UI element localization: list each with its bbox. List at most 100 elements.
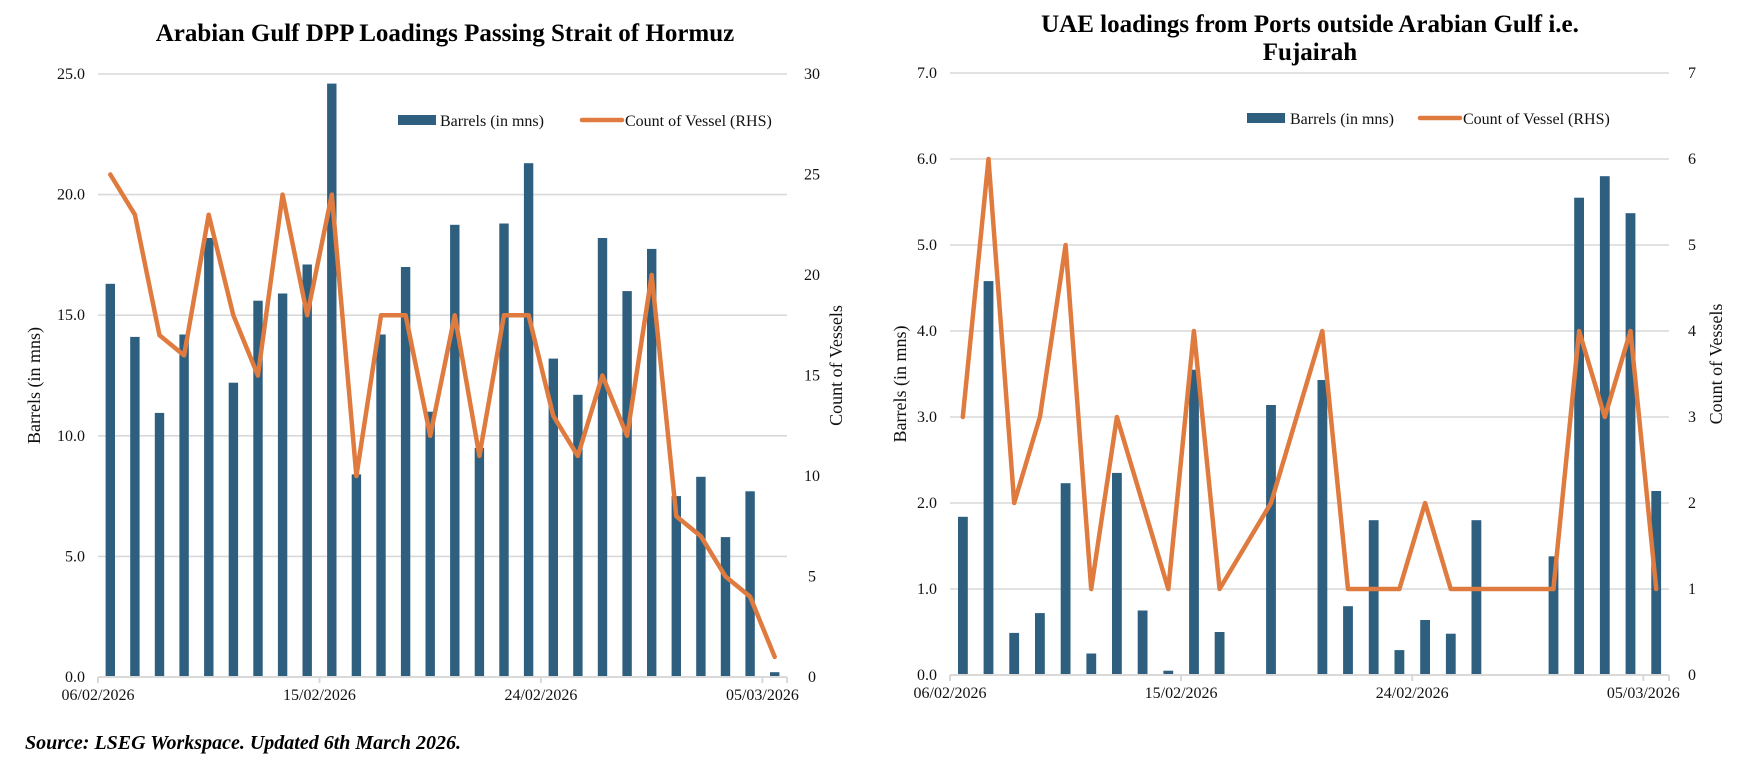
bar	[474, 447, 485, 677]
y-axis-title: Barrels (in mns)	[890, 326, 911, 443]
bar	[1266, 405, 1276, 675]
bar	[622, 291, 632, 677]
y-tick-label: 20.0	[57, 187, 85, 204]
y-tick-label: 6.0	[917, 151, 937, 168]
bar	[523, 163, 534, 677]
bar	[1214, 632, 1225, 675]
y-tick-label: 5.0	[65, 548, 85, 565]
chart-fujairah-loadings: UAE loadings from Ports outside Arabian …	[890, 11, 1726, 702]
bar	[1060, 483, 1071, 675]
bar	[302, 264, 312, 677]
y2-tick-label: 10	[804, 468, 820, 485]
bar	[1035, 613, 1045, 675]
y2-tick-label: 5	[1688, 237, 1696, 254]
bar	[1137, 610, 1148, 675]
bar	[1189, 369, 1199, 675]
bar	[1163, 670, 1174, 675]
bar	[327, 83, 337, 678]
y-tick-label: 5.0	[917, 237, 937, 254]
y2-tick-label: 25	[804, 167, 820, 184]
bar	[1009, 632, 1020, 675]
y-tick-label: 0.0	[917, 667, 937, 684]
bar	[1420, 620, 1430, 675]
y2-axis-title: Count of Vessels	[826, 305, 846, 426]
y-tick-label: 15.0	[57, 307, 85, 324]
bar	[425, 411, 435, 677]
vessel-count-line	[960, 156, 1659, 592]
bar	[1112, 472, 1122, 675]
bar	[1368, 520, 1379, 675]
bar	[228, 382, 239, 677]
bar	[179, 334, 189, 677]
bar	[573, 394, 583, 677]
bar	[1086, 653, 1097, 675]
x-tick-label: 24/02/2026	[504, 687, 577, 704]
x-tick-label: 06/02/2026	[62, 687, 135, 704]
x-tick-label: 15/02/2026	[283, 687, 356, 704]
y2-axis-title: Count of Vessels	[1706, 304, 1726, 425]
y-tick-label: 25.0	[57, 66, 85, 83]
bar	[671, 496, 681, 677]
bar	[154, 412, 165, 677]
y2-tick-label: 0	[808, 669, 816, 686]
bar	[958, 516, 968, 675]
x-tick-label: 05/03/2026	[726, 687, 799, 704]
bar	[597, 238, 608, 677]
bar	[277, 293, 288, 677]
bar	[548, 358, 558, 677]
y2-tick-label: 6	[1688, 151, 1696, 168]
y-tick-label: 0.0	[65, 669, 85, 686]
y2-tick-label: 5	[808, 569, 816, 586]
x-tick-label: 05/03/2026	[1607, 685, 1680, 702]
bar	[204, 238, 214, 677]
bar	[1445, 633, 1456, 675]
bar	[400, 267, 411, 677]
y-tick-label: 10.0	[57, 428, 85, 445]
y-tick-label: 3.0	[917, 409, 937, 426]
bar	[1394, 650, 1405, 675]
bar	[1471, 520, 1482, 675]
bar	[130, 336, 140, 677]
y-tick-label: 4.0	[917, 323, 937, 340]
chart-title: Arabian Gulf DPP Loadings Passing Strait…	[156, 20, 735, 47]
legend-label-vessels: Count of Vessel (RHS)	[1463, 111, 1610, 128]
bar	[696, 476, 706, 677]
y2-tick-label: 4	[1688, 323, 1696, 340]
x-tick-label: 06/02/2026	[914, 685, 987, 702]
bar	[770, 672, 780, 677]
x-tick-label: 15/02/2026	[1145, 685, 1218, 702]
y2-tick-label: 30	[804, 66, 820, 83]
y2-tick-label: 7	[1688, 65, 1696, 82]
y2-tick-label: 3	[1688, 409, 1696, 426]
y2-tick-label: 0	[1688, 667, 1696, 684]
bar	[1548, 556, 1559, 675]
bar	[745, 491, 755, 677]
bar	[647, 248, 657, 677]
chart-hormuz-loadings: Arabian Gulf DPP Loadings Passing Strait…	[24, 20, 846, 704]
bar	[351, 474, 362, 677]
source-note: Source: LSEG Workspace. Updated 6th Marc…	[25, 732, 461, 754]
y-tick-label: 1.0	[917, 581, 937, 598]
y-tick-label: 2.0	[917, 495, 937, 512]
bar	[1574, 197, 1584, 675]
y-axis-title: Barrels (in mns)	[24, 327, 45, 444]
chart-title: Fujairah	[1263, 39, 1358, 66]
y2-tick-label: 1	[1688, 581, 1696, 598]
y-tick-label: 7.0	[917, 65, 937, 82]
bar	[1343, 606, 1353, 675]
bar	[720, 537, 731, 677]
bar	[499, 223, 509, 677]
legend-label-barrels: Barrels (in mns)	[1290, 111, 1394, 128]
bar	[376, 334, 386, 677]
legend-swatch-bar	[1247, 113, 1285, 123]
legend-label-barrels: Barrels (in mns)	[440, 113, 544, 130]
bar	[983, 281, 994, 675]
bar	[450, 224, 460, 678]
y2-tick-label: 15	[804, 368, 820, 385]
y2-tick-label: 2	[1688, 495, 1696, 512]
x-tick-label: 24/02/2026	[1376, 685, 1449, 702]
y2-tick-label: 20	[804, 267, 820, 284]
bar	[1317, 380, 1328, 675]
legend-label-vessels: Count of Vessel (RHS)	[625, 113, 772, 130]
